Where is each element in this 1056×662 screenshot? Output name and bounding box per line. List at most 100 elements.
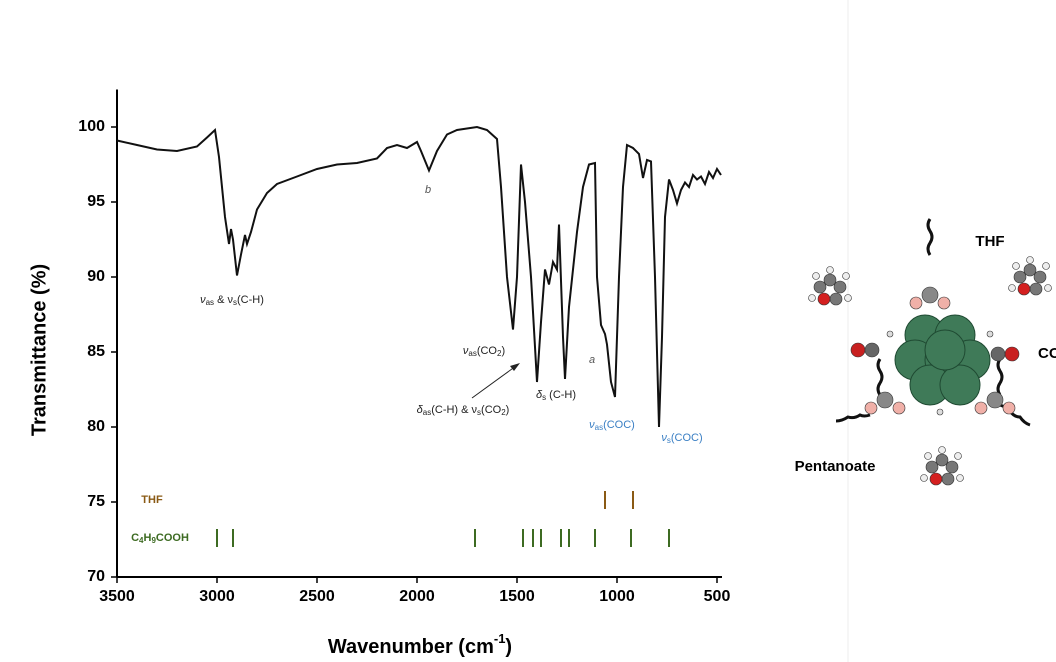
annotation-part: s (477, 408, 481, 417)
chain (926, 218, 934, 256)
y-tick-label: 70 (87, 568, 105, 585)
chain (835, 413, 871, 423)
annotation-part: (COC) (671, 432, 703, 444)
annotation-part: (C-H) (546, 389, 576, 401)
atom (929, 472, 943, 486)
atom (945, 460, 959, 474)
annotation-part: ) (506, 404, 510, 416)
atom (1033, 270, 1047, 284)
x-tick-label: 500 (704, 588, 731, 605)
annotation: δas(C-H) & νs(CO2) (417, 404, 510, 417)
annotation-part: (CO (481, 404, 502, 416)
atom (954, 452, 962, 460)
chain (876, 358, 884, 396)
atom (808, 294, 816, 302)
atom (1012, 262, 1020, 270)
annotation-part: & ν (214, 294, 233, 306)
atom (921, 286, 939, 304)
y-tick-label: 100 (78, 118, 105, 135)
annotation: b (425, 184, 431, 196)
illustration: THF CO Pentanoate (795, 218, 1056, 486)
annotation-part: as (468, 349, 476, 358)
atom (909, 296, 923, 310)
atom (812, 272, 820, 280)
atom (876, 391, 894, 409)
annotation-part: ) (501, 345, 505, 357)
atom (1023, 263, 1037, 277)
reference-label-part: COOH (156, 532, 189, 544)
pentanoate-label: Pentanoate (795, 458, 876, 475)
atom (864, 401, 878, 415)
atom (1044, 284, 1052, 292)
y-axis-label: Transmittance (%) (28, 264, 50, 436)
atom (1013, 270, 1027, 284)
annotation-part: s (667, 436, 671, 445)
reference-label: THF (141, 494, 163, 506)
atom (990, 346, 1006, 362)
atom (938, 446, 946, 454)
annotation-part: ν (200, 294, 206, 306)
atom (1004, 346, 1020, 362)
annotation-part: (CO (477, 345, 498, 357)
atom (1002, 401, 1016, 415)
atom (986, 330, 994, 338)
reference-label: C4H9COOH (131, 532, 189, 545)
x-tick-label: 2500 (299, 588, 335, 605)
arrow-head (510, 363, 520, 371)
annotation: νas(COC) (589, 419, 635, 432)
annotation-part: 2 (497, 349, 502, 358)
x-label-main: Wavenumber (cm (328, 636, 494, 658)
x-label-sup: -1 (494, 631, 506, 646)
annotation-arrow (471, 365, 517, 399)
annotation-part: (C-H) & ν (431, 404, 477, 416)
atom (956, 474, 964, 482)
chain (996, 358, 1004, 396)
annotation-part: 2 (501, 408, 506, 417)
atom (986, 391, 1004, 409)
annotation-part: as (423, 408, 431, 417)
atom (1029, 282, 1043, 296)
annotation-part: a (589, 354, 595, 366)
annotation: δs (C-H) (536, 389, 576, 402)
atom (833, 280, 847, 294)
annotation-part: as (206, 298, 214, 307)
annotation-part: ν (661, 432, 667, 444)
atom (1008, 284, 1016, 292)
atom (935, 453, 949, 467)
atom (842, 272, 850, 280)
atom (974, 401, 988, 415)
cluster-atom (939, 364, 981, 406)
atom (813, 280, 827, 294)
annotation-part: δ (536, 389, 543, 401)
annotation-part: b (425, 184, 431, 196)
y-tick-label: 75 (87, 493, 105, 510)
atom (1042, 262, 1050, 270)
atom (844, 294, 852, 302)
reference-label-part: H (144, 532, 152, 544)
x-tick-label: 1500 (499, 588, 535, 605)
atom (823, 273, 837, 287)
reference-label-part: 4 (139, 536, 144, 545)
atom (892, 401, 906, 415)
atom (936, 408, 944, 416)
atom (817, 292, 831, 306)
annotation-part: (C-H) (237, 294, 264, 306)
atom (941, 472, 955, 486)
thf-label: THF (975, 233, 1004, 250)
annotation-part: s (542, 393, 546, 402)
y-tick-label: 90 (87, 268, 105, 285)
x-tick-label: 3000 (199, 588, 235, 605)
reference-label-part: C (131, 532, 139, 544)
annotation: a (589, 354, 595, 366)
spectrum-line (116, 125, 722, 428)
y-tick-label: 95 (87, 193, 105, 210)
annotation: νs(COC) (661, 432, 702, 445)
atom (920, 474, 928, 482)
atom (1026, 256, 1034, 264)
atom (886, 330, 894, 338)
atom (826, 266, 834, 274)
reference-label-part: THF (141, 494, 163, 506)
atom (850, 342, 866, 358)
atom (924, 452, 932, 460)
